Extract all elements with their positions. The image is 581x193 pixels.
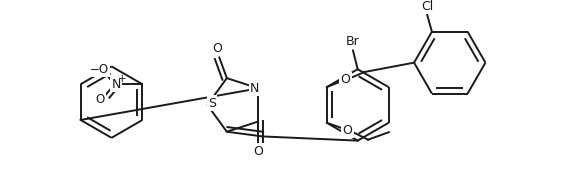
Text: S: S	[208, 96, 216, 110]
Text: O: O	[253, 145, 263, 158]
Text: O: O	[213, 41, 223, 55]
Text: −O: −O	[89, 63, 109, 76]
Text: Br: Br	[346, 35, 360, 47]
Text: N: N	[112, 78, 121, 91]
Text: Cl: Cl	[421, 0, 433, 13]
Text: N: N	[250, 82, 259, 95]
Text: +: +	[119, 74, 127, 84]
Text: O: O	[342, 124, 352, 137]
Text: O: O	[340, 73, 350, 86]
Text: O: O	[95, 93, 105, 106]
